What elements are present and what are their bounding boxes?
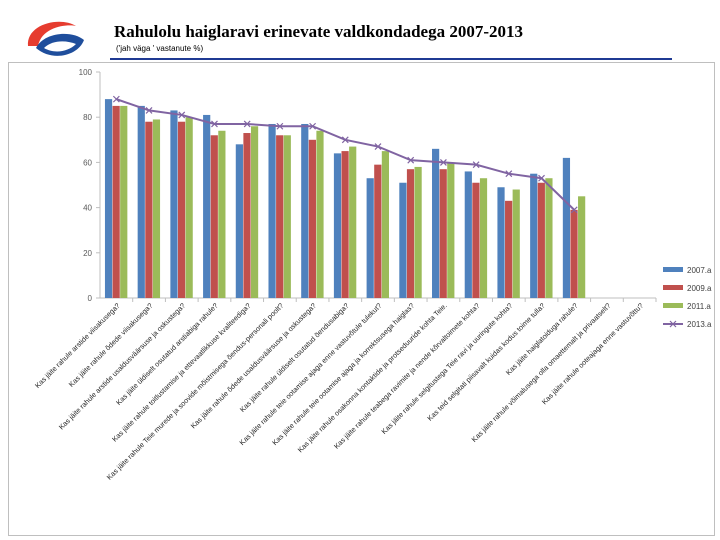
bar-2011.a xyxy=(152,119,161,299)
bar-2009.a xyxy=(537,182,545,298)
bar-2007.a xyxy=(170,110,178,298)
line-point-marker xyxy=(407,156,415,164)
bar-2011.a xyxy=(447,162,455,298)
bar-2007.a xyxy=(464,171,472,298)
line-point-marker xyxy=(243,120,251,128)
line-point-marker xyxy=(341,136,349,144)
bar-2007.a xyxy=(235,144,243,298)
bar-2011.a xyxy=(120,105,128,299)
hospital-logo xyxy=(22,14,104,64)
legend-marker xyxy=(669,320,677,328)
bar-2007.a xyxy=(203,114,211,298)
line-point-marker xyxy=(276,122,284,130)
bar-2007.a xyxy=(432,148,440,298)
line-point-marker xyxy=(439,158,447,166)
page-title: Rahulolu haiglaravi erinevate valdkondad… xyxy=(114,22,523,41)
bar-2009.a xyxy=(243,133,251,298)
legend-label: 2007.a xyxy=(687,266,712,275)
line-point-marker xyxy=(505,170,513,178)
bar-2009.a xyxy=(210,135,218,298)
bar-2007.a xyxy=(301,123,309,298)
bar-2009.a xyxy=(505,200,513,298)
bar-2009.a xyxy=(570,209,578,298)
legend-label: 2009.a xyxy=(687,284,712,293)
line-point-marker xyxy=(538,174,545,182)
bar-2011.a xyxy=(381,151,389,298)
bar-2009.a xyxy=(112,105,120,299)
bar-2011.a xyxy=(185,117,193,298)
legend-swatch xyxy=(663,267,683,272)
bar-2009.a xyxy=(177,121,186,298)
bar-2009.a xyxy=(308,139,316,298)
bar-2011.a xyxy=(545,178,553,298)
title-divider xyxy=(110,58,672,60)
line-point-marker xyxy=(374,143,382,151)
category-label: Kas teid selgitati piisavalt kuidas kodu… xyxy=(425,301,547,423)
line-point-marker xyxy=(472,161,480,169)
bar-2009.a xyxy=(439,169,447,298)
line-point-marker xyxy=(145,106,153,114)
bar-2011.a xyxy=(578,196,586,298)
page-subtitle: ('jah väga ' vastanute %) xyxy=(116,44,204,53)
line-point-marker xyxy=(211,120,218,128)
bar-2009.a xyxy=(472,182,480,298)
bar-2007.a xyxy=(104,99,113,298)
category-label: Kas jäite rahule osakonna kontaktide ja … xyxy=(296,301,449,454)
bar-2011.a xyxy=(283,135,291,298)
legend-swatch xyxy=(663,285,683,290)
bar-2011.a xyxy=(218,130,226,298)
y-tick-label: 60 xyxy=(83,158,92,167)
bar-2007.a xyxy=(333,153,342,298)
legend-label: 2011.a xyxy=(687,302,711,311)
y-tick-label: 80 xyxy=(83,113,92,122)
bar-2009.a xyxy=(276,135,284,298)
bar-2009.a xyxy=(341,151,349,298)
bar-2011.a xyxy=(414,166,422,298)
bar-2007.a xyxy=(562,157,571,298)
legend-swatch xyxy=(663,303,683,308)
bar-2007.a xyxy=(366,178,374,298)
bar-2011.a xyxy=(316,130,324,298)
bar-2009.a xyxy=(145,121,153,298)
bar-2011.a xyxy=(512,189,520,298)
y-tick-label: 20 xyxy=(83,249,92,258)
bar-2011.a xyxy=(250,126,259,299)
line-point-marker xyxy=(570,206,578,214)
bar-2007.a xyxy=(399,182,407,298)
line-point-marker xyxy=(309,122,317,130)
y-tick-label: 100 xyxy=(79,68,93,77)
bar-2007.a xyxy=(268,123,276,298)
legend-label: 2013.a xyxy=(687,320,712,329)
y-tick-label: 40 xyxy=(83,204,92,213)
bar-2009.a xyxy=(406,169,415,298)
bar-2007.a xyxy=(530,173,538,298)
y-tick-label: 0 xyxy=(88,294,93,303)
logo-red-arc xyxy=(27,21,76,46)
bar-2011.a xyxy=(479,178,488,298)
line-point-marker xyxy=(112,95,120,103)
bar-2011.a xyxy=(349,146,357,298)
line-point-marker xyxy=(178,111,186,119)
bar-2007.a xyxy=(497,187,505,298)
logo-white-wave xyxy=(44,41,76,52)
bar-2007.a xyxy=(137,105,145,299)
bar-2009.a xyxy=(374,164,382,298)
